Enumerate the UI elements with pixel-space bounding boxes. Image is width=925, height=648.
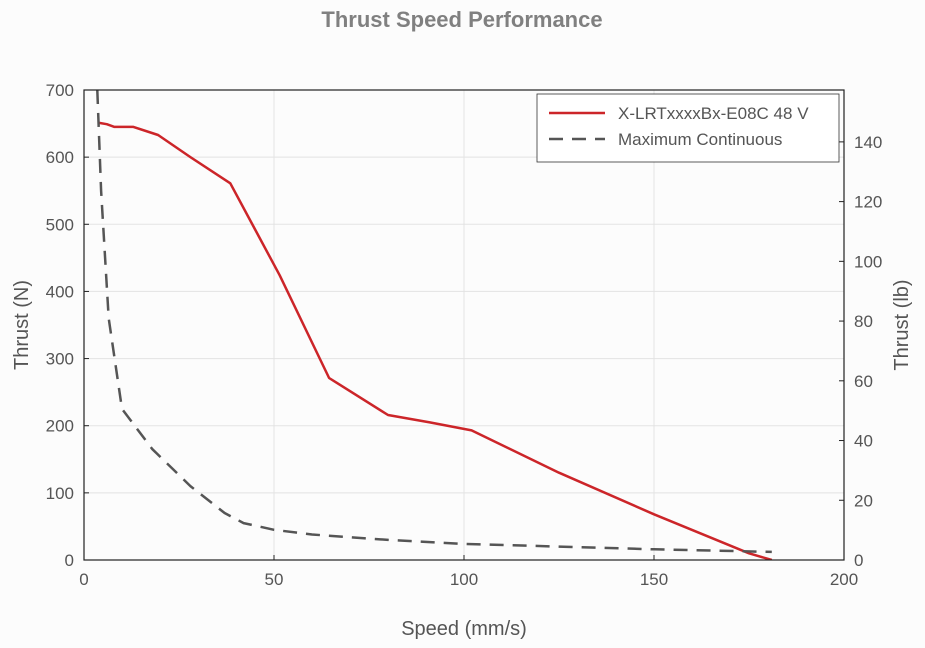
y2-tick-label-6: 120 [854, 193, 882, 212]
y-tick-label-7: 700 [46, 81, 74, 100]
legend-entry-1: X-LRTxxxxBx-E08C 48 V [618, 104, 809, 123]
y2-tick-label-5: 100 [854, 252, 882, 271]
x-tick-label-0: 0 [79, 570, 88, 589]
series-line-2 [96, 90, 772, 554]
y2-tick-label-4: 80 [854, 312, 873, 331]
series-line-1 [98, 121, 773, 560]
legend-box [536, 93, 840, 163]
y-tick-label-3: 300 [46, 350, 74, 369]
x-tick-label-2: 100 [450, 570, 478, 589]
x-tick-label-4: 200 [830, 570, 858, 589]
chart-title: Thrust Speed Performance [321, 7, 602, 32]
x-axis-ticks: 0 50 100 150 200 [79, 555, 858, 589]
y-axis-right-ticks: 0 20 40 60 80 100 120 140 [839, 133, 882, 570]
legend-entry-2: Maximum Continuous [618, 130, 782, 149]
y2-tick-label-2: 40 [854, 432, 873, 451]
y2-tick-label-3: 60 [854, 372, 873, 391]
x-tick-label-1: 50 [265, 570, 284, 589]
y-axis-left-ticks: 0 100 200 300 400 500 600 700 [46, 81, 89, 570]
x-tick-label-3: 150 [640, 570, 668, 589]
y-tick-label-5: 500 [46, 215, 74, 234]
y-tick-label-1: 100 [46, 484, 74, 503]
y-axis-right-label: Thrust (lb) [891, 279, 913, 370]
y-tick-label-0: 0 [65, 551, 74, 570]
y-tick-label-4: 400 [46, 282, 74, 301]
series-layer [96, 90, 773, 560]
legend: X-LRTxxxxBx-E08C 48 V Maximum Continuous [536, 93, 840, 163]
y-tick-label-2: 200 [46, 417, 74, 436]
y-axis-left-label: Thrust (N) [11, 280, 33, 370]
y2-tick-label-1: 20 [854, 491, 873, 510]
y-tick-label-6: 600 [46, 148, 74, 167]
y2-tick-label-0: 0 [854, 551, 863, 570]
y2-tick-label-7: 140 [854, 133, 882, 152]
x-axis-label: Speed (mm/s) [401, 618, 527, 640]
